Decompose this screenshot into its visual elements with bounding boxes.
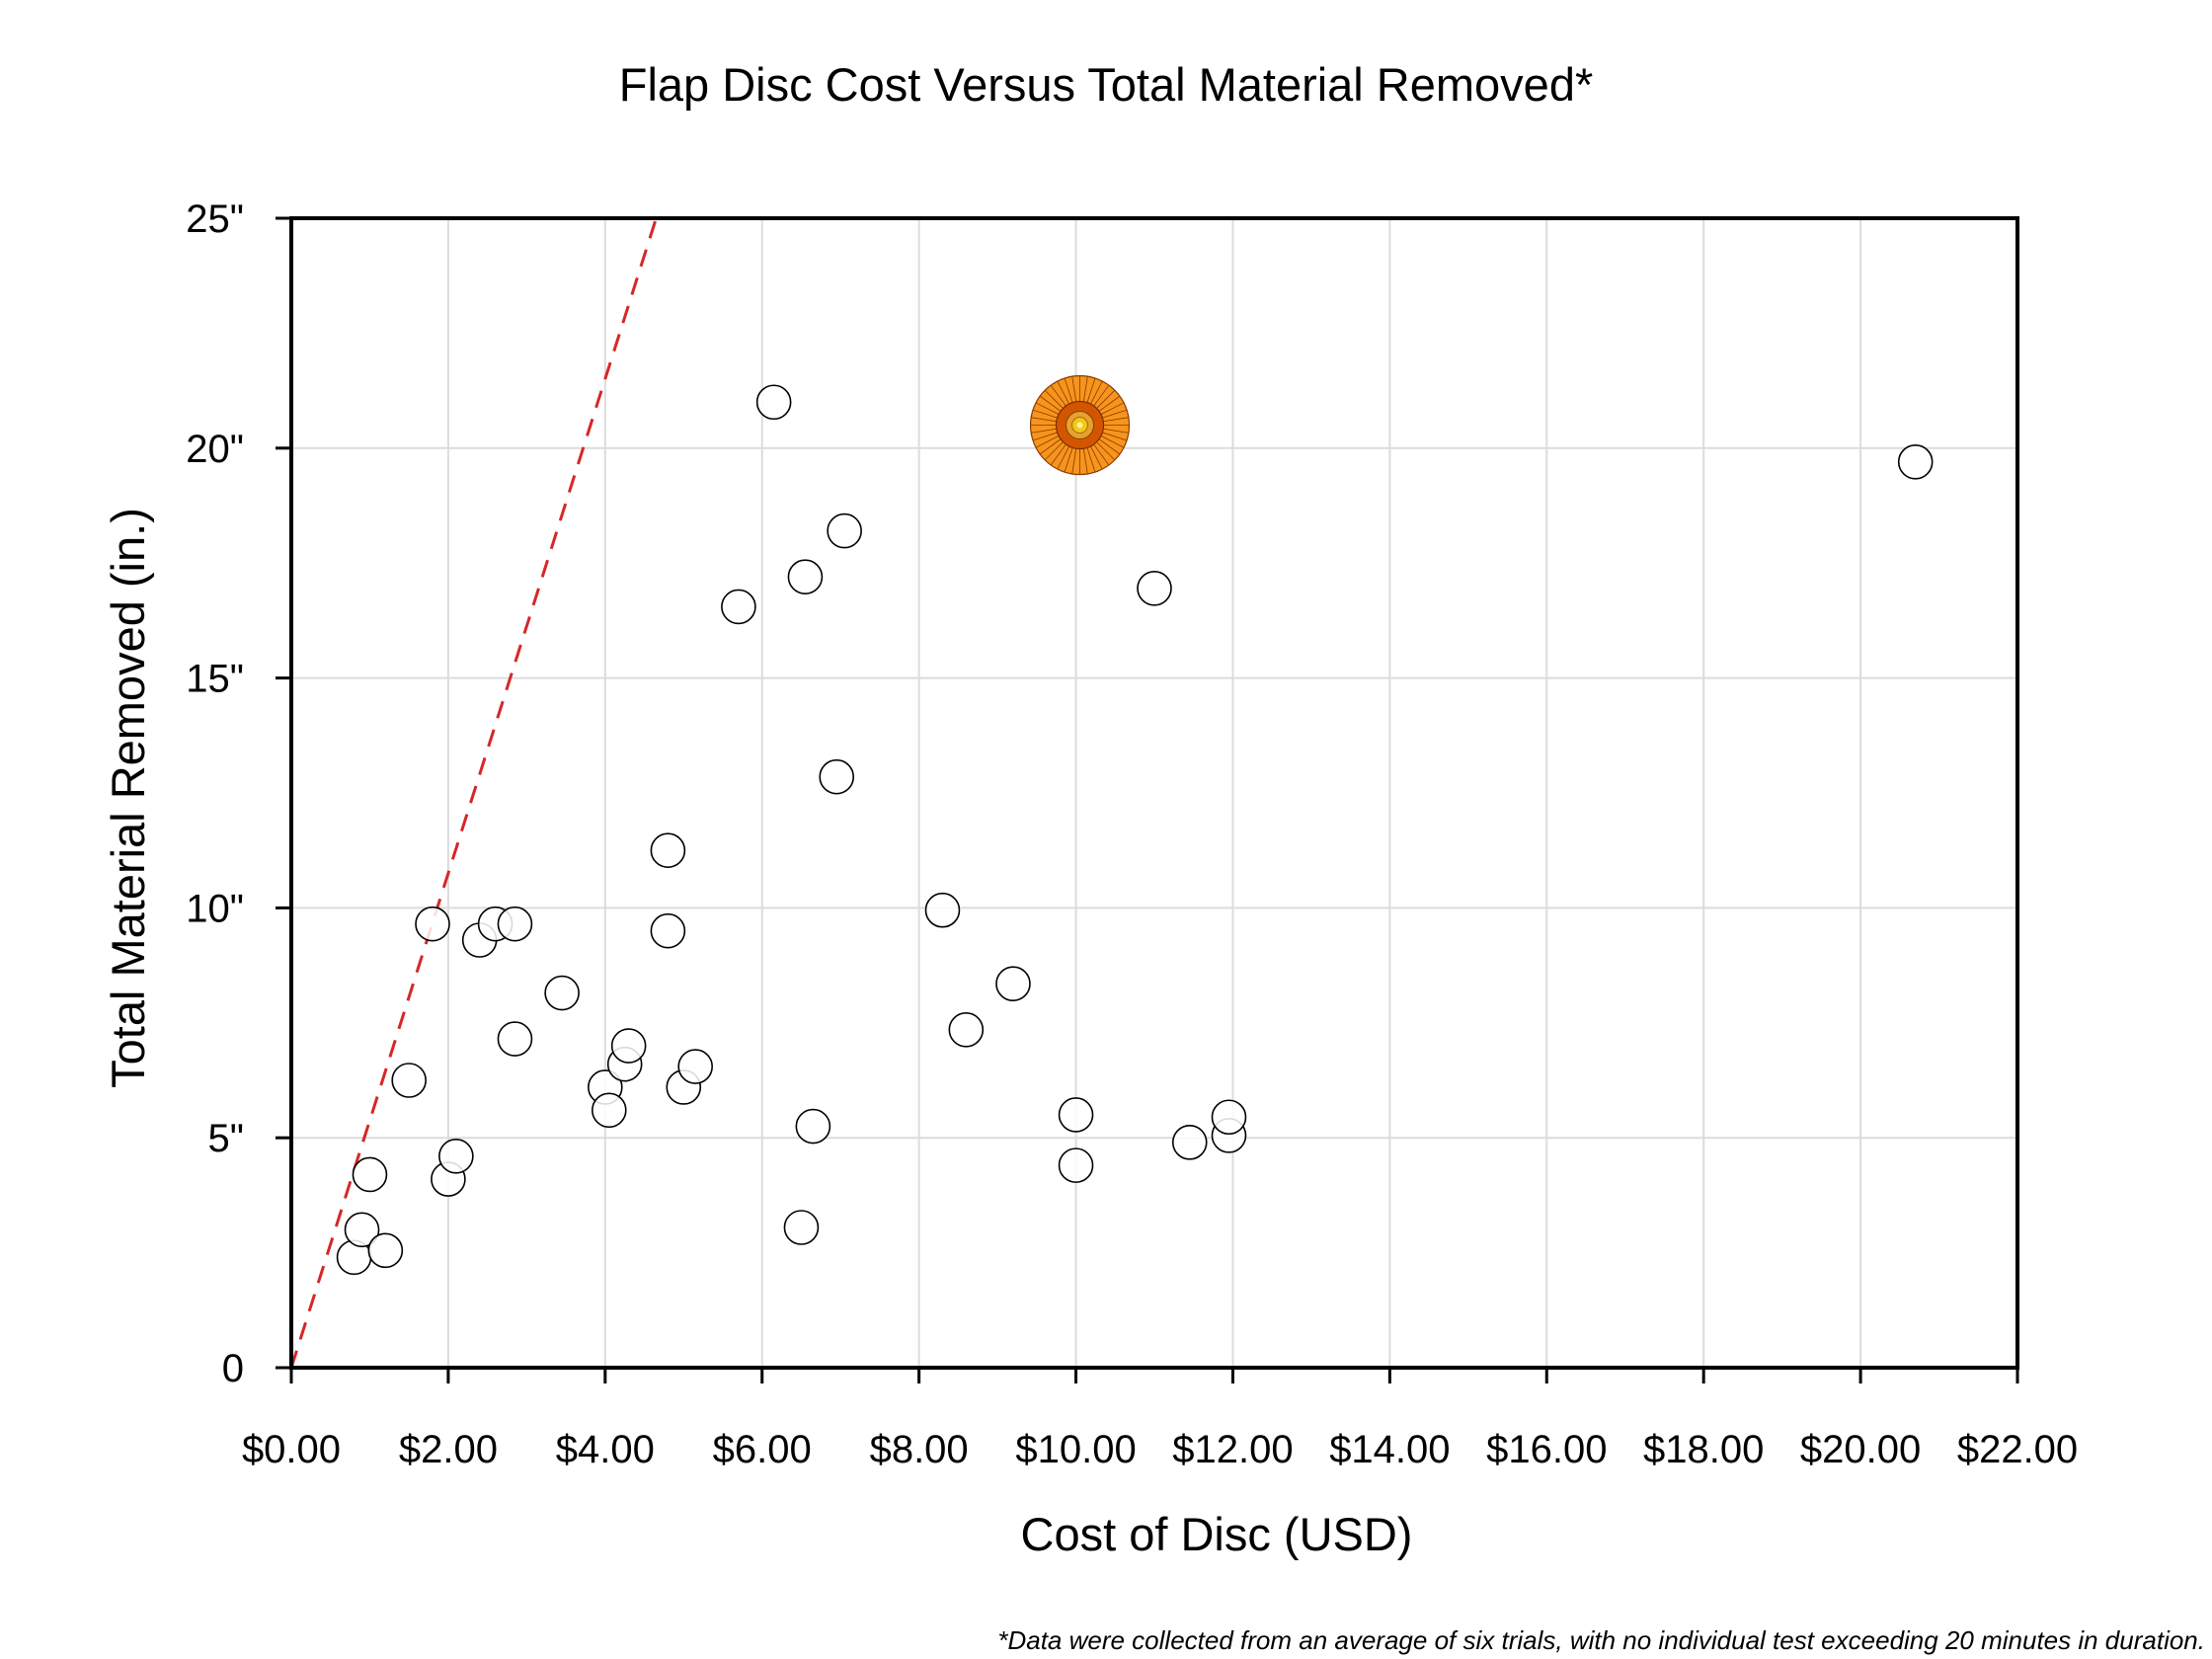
reference-line-layer <box>289 217 658 1369</box>
data-point <box>650 832 686 869</box>
data-point <box>610 1028 647 1064</box>
axis-ticks: $0.00 $2.00 $4.00 $6.00 $8.00 $10.00 $12.00 $14… <box>186 198 2078 1471</box>
y-axis-label: Total Material Removed (in.) <box>102 508 154 1088</box>
data-point <box>544 975 580 1011</box>
data-point <box>795 1108 831 1145</box>
gridlines <box>291 218 2017 1368</box>
data-point <box>721 589 756 625</box>
data-point <box>1897 443 1934 480</box>
data-point <box>650 912 686 949</box>
reference-dashed-line <box>289 217 658 1369</box>
x-tick-label: $20.00 <box>1800 1428 1921 1471</box>
y-tick-label: 25" <box>186 198 244 241</box>
data-point <box>391 1063 427 1098</box>
data-point <box>787 559 824 594</box>
data-point <box>819 758 855 795</box>
y-tick-label: 10" <box>186 887 244 930</box>
data-point <box>497 1021 533 1057</box>
data-point <box>995 966 1031 1002</box>
data-point <box>1058 1097 1094 1133</box>
data-point <box>438 1139 474 1174</box>
data-point <box>1211 1099 1247 1136</box>
data-points <box>336 384 1934 1276</box>
data-point <box>344 1212 380 1248</box>
x-tick-label: $8.00 <box>870 1428 969 1471</box>
x-tick-label: $2.00 <box>399 1428 498 1471</box>
data-point <box>1171 1125 1208 1160</box>
x-axis-label: Cost of Disc (USD) <box>1020 1508 1413 1560</box>
data-point <box>497 906 533 942</box>
x-tick-label: $6.00 <box>713 1428 812 1471</box>
data-point <box>924 892 961 928</box>
data-point <box>755 384 792 421</box>
highlight-layer <box>1029 374 1131 476</box>
data-point <box>1058 1147 1094 1183</box>
data-point <box>352 1156 388 1193</box>
data-point <box>415 906 450 942</box>
x-tick-label: $12.00 <box>1172 1428 1293 1471</box>
data-point <box>783 1210 820 1245</box>
data-point <box>1137 571 1172 606</box>
x-tick-label: $18.00 <box>1643 1428 1764 1471</box>
x-tick-label: $10.00 <box>1015 1428 1136 1471</box>
chart-title: Flap Disc Cost Versus Total Material Rem… <box>618 58 1594 111</box>
data-point <box>948 1011 985 1048</box>
y-tick-label: 15" <box>186 658 244 701</box>
x-tick-label: $0.00 <box>242 1428 341 1471</box>
x-tick-label: $4.00 <box>556 1428 655 1471</box>
y-tick-label: 0 <box>222 1347 244 1390</box>
data-point <box>677 1049 713 1084</box>
x-tick-label: $22.00 <box>1957 1428 2078 1471</box>
footnote: *Data were collected from an average of … <box>997 1625 2205 1655</box>
data-point <box>367 1232 404 1269</box>
flap-disc-icon <box>1029 374 1131 476</box>
x-tick-label: $16.00 <box>1486 1428 1607 1471</box>
data-point <box>591 1092 627 1129</box>
x-tick-label: $14.00 <box>1329 1428 1450 1471</box>
y-tick-label: 20" <box>186 428 244 471</box>
data-point <box>827 513 862 549</box>
y-tick-label: 5" <box>208 1117 244 1160</box>
plot-area-frame <box>289 216 2019 1370</box>
